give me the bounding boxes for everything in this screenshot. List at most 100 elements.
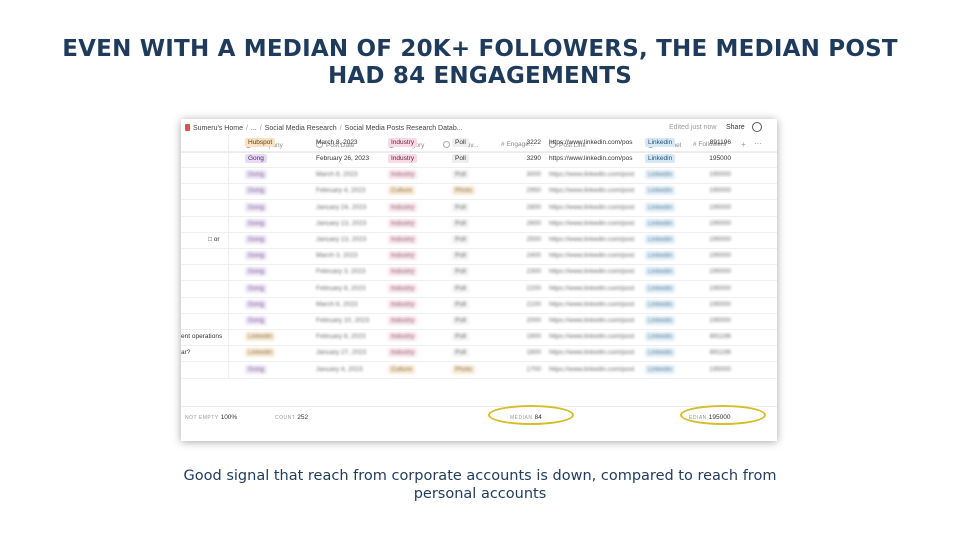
column-header-post-link[interactable]: Post Link [549,141,586,149]
engagement-cell[interactable]: 3222 [526,139,541,146]
table-row[interactable]: Gong January 4, 2023 Culture Photo 1700 https… [181,361,777,379]
row-title-cell[interactable]: ent operations [181,329,229,346]
post-date-cell[interactable]: January 13, 2023 [316,219,367,227]
followers-cell[interactable]: 195000 [709,219,731,227]
post-date-cell[interactable]: February 8, 2023 [316,284,366,292]
followers-cell[interactable]: 195000 [709,252,731,260]
engagement-cell[interactable]: 2000 [526,317,541,324]
engagement-cell[interactable]: 2100 [526,300,541,308]
row-title-cell[interactable] [181,199,229,216]
row-title-cell[interactable] [181,135,229,151]
table-row[interactable]: Gong February 26, 2023 Industry Poll 3290 htt… [181,151,777,168]
more-options-icon[interactable]: ⋯ [754,139,762,148]
post-date-cell[interactable]: January 4, 2023 [316,365,363,373]
post-date-cell[interactable]: January 24, 2023 [316,203,367,211]
column-header-followers[interactable]: # Followers [693,141,726,148]
breadcrumb-database[interactable]: Social Media Posts Research Datab... [344,125,463,132]
followers-cell[interactable]: 195000 [709,155,731,162]
row-title-cell[interactable] [181,264,229,281]
row-title-cell[interactable] [181,183,229,200]
engagement-cell[interactable]: 1700 [526,365,541,373]
post-link-cell[interactable]: https://www.linkedin.com/post [549,284,635,292]
row-title-cell[interactable] [181,215,229,232]
engagement-cell[interactable]: 3290 [526,155,541,162]
post-date-cell[interactable]: February 3, 2023 [316,268,366,276]
footer-count[interactable]: COUNT 252 [275,414,308,421]
post-link-cell[interactable]: https://www.linkedin.com/post [549,268,635,276]
breadcrumb-home[interactable]: Sumeru's Home [193,125,243,132]
row-title-cell[interactable]: □ or [181,232,229,248]
post-date-cell[interactable]: February 8, 2023 [316,333,366,341]
row-title-cell[interactable]: ar? [181,345,229,362]
engagement-cell[interactable]: 2300 [526,268,541,276]
row-title-cell[interactable] [181,167,229,184]
post-link-cell[interactable]: https://www.linkedin.com/post [549,187,635,195]
post-date-cell[interactable]: March 8, 2023 [316,171,358,179]
share-button[interactable]: Share [726,124,745,131]
row-title-cell[interactable] [181,280,229,297]
post-date-cell[interactable]: February 4, 2023 [316,187,366,195]
table-row[interactable]: ent operations Linkedin February 8, 2023 In… [181,329,777,347]
table-row[interactable]: ar? Linkedin January 27, 2023 Industry Poll 1… [181,345,777,363]
table-row[interactable]: □ or Gong January 13, 2023 Industry Poll 2500… [181,232,777,249]
post-link-cell[interactable]: https://www.linkedin.com/pos [549,155,633,162]
table-row[interactable]: Gong March 3, 2023 Industry Poll 2400 https:/… [181,248,777,266]
post-link-cell[interactable]: https://www.linkedin.com/post [549,349,635,357]
engagement-cell[interactable]: 2950 [526,187,541,195]
breadcrumb-research[interactable]: Social Media Research [264,125,337,132]
post-link-cell[interactable]: https://www.linkedin.com/post [549,252,635,260]
followers-cell[interactable]: 195000 [709,187,731,195]
followers-cell[interactable]: 195000 [709,236,731,243]
post-link-cell[interactable]: https://www.linkedin.com/post [549,365,635,373]
followers-cell[interactable]: 891196 [709,139,731,146]
followers-cell[interactable]: 195000 [709,268,731,276]
table-row[interactable]: Hubspot March 8, 2023 Industry Poll 3222 http… [181,135,777,152]
engagement-cell[interactable]: 3000 [526,171,541,179]
engagement-cell[interactable]: 1900 [526,333,541,341]
column-header-post-date[interactable]: Post Date [316,141,355,149]
footer-not-empty[interactable]: NOT EMPTY 100% [185,414,237,421]
followers-cell[interactable]: 195000 [709,300,731,308]
engagement-cell[interactable]: 2800 [526,203,541,211]
table-row[interactable]: Gong February 8, 2023 Industry Poll 2200 http… [181,280,777,298]
post-date-cell[interactable]: February 10, 2023 [316,317,370,324]
breadcrumb-ellipsis[interactable]: ... [250,125,257,132]
post-date-cell[interactable]: January 13, 2023 [316,236,367,243]
row-title-cell[interactable] [181,361,229,378]
table-row[interactable]: Gong March 6, 2023 Industry Poll 2100 https:/… [181,296,777,314]
followers-cell[interactable]: 891196 [709,349,731,357]
column-header-engagement[interactable]: # Engage... [501,141,534,148]
engagement-cell[interactable]: 2200 [526,284,541,292]
engagement-cell[interactable]: 2400 [526,252,541,260]
table-row[interactable]: Gong January 13, 2023 Industry Poll 2600 http… [181,215,777,233]
post-link-cell[interactable]: https://www.linkedin.com/post [549,333,635,341]
engagement-cell[interactable]: 2600 [526,219,541,227]
post-date-cell[interactable]: March 8, 2023 [316,139,358,146]
row-title-cell[interactable] [181,296,229,313]
add-column-icon[interactable]: + [741,140,746,149]
row-title-cell[interactable] [181,248,229,265]
post-link-cell[interactable]: https://www.linkedin.com/post [549,236,635,243]
post-link-cell[interactable]: https://www.linkedin.com/post [549,219,635,227]
table-row[interactable]: Gong February 4, 2023 Culture Photo 2950 http… [181,183,777,201]
history-icon[interactable] [752,122,762,132]
followers-cell[interactable]: 195000 [709,284,731,292]
table-row[interactable]: Gong February 3, 2023 Industry Poll 2300 http… [181,264,777,282]
post-date-cell[interactable]: March 3, 2023 [316,252,358,260]
post-link-cell[interactable]: https://www.linkedin.com/post [549,171,635,179]
row-title-cell[interactable] [181,151,229,167]
engagement-cell[interactable]: 1800 [526,349,541,357]
post-date-cell[interactable]: February 26, 2023 [316,155,370,162]
post-date-cell[interactable]: March 6, 2023 [316,300,358,308]
post-link-cell[interactable]: https://www.linkedin.com/post [549,203,635,211]
post-link-cell[interactable]: https://www.linkedin.com/post [549,317,635,324]
followers-cell[interactable]: 891196 [709,333,731,341]
table-row[interactable]: Gong January 24, 2023 Industry Poll 2800 http… [181,199,777,217]
table-row[interactable]: Gong March 8, 2023 Industry Poll 3000 https:/… [181,167,777,185]
row-title-cell[interactable] [181,313,229,329]
followers-cell[interactable]: 195000 [709,171,731,179]
post-link-cell[interactable]: https://www.linkedin.com/pos [549,139,633,146]
engagement-cell[interactable]: 2500 [526,236,541,243]
followers-cell[interactable]: 195000 [709,317,731,324]
followers-cell[interactable]: 195000 [709,203,731,211]
